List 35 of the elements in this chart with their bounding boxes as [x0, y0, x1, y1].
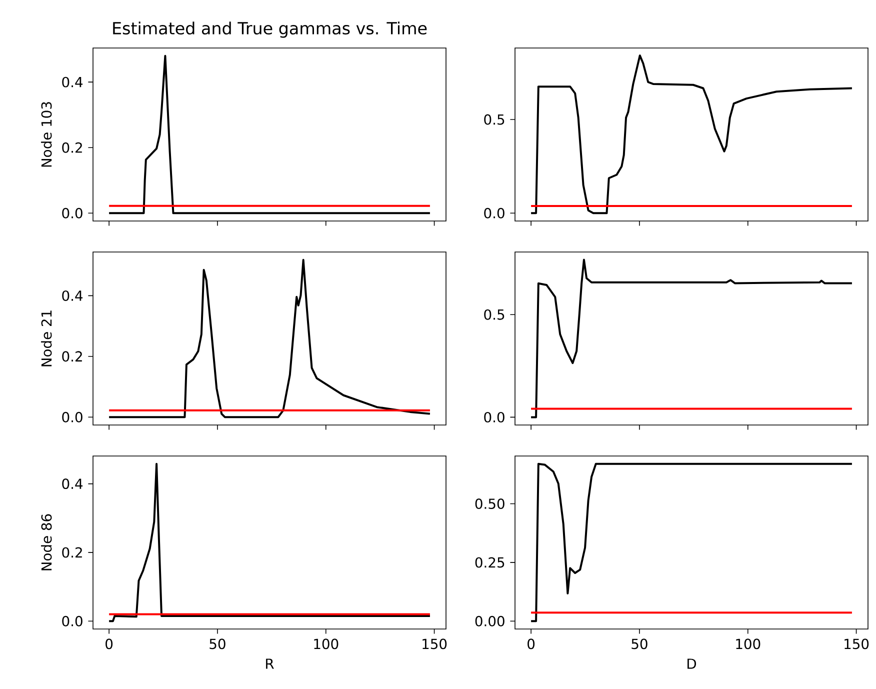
- y-tick-label: 0.0: [484, 412, 504, 422]
- x-tick-label: 150: [422, 638, 447, 650]
- y-tick-label: 0.2: [62, 351, 82, 362]
- y-tick-label: 0.2: [62, 547, 82, 558]
- y-tick-label: 0.25: [475, 557, 504, 568]
- line-series: [108, 462, 431, 622]
- y-tick-label: 0.50: [475, 498, 504, 509]
- y-axis-title: Node 21: [41, 310, 52, 366]
- y-tick-label: 0.4: [62, 76, 83, 88]
- y-tick-label: 0.5: [484, 309, 504, 320]
- y-tick-label: 0.2: [62, 142, 82, 153]
- x-tick-label: 50: [210, 638, 226, 650]
- y-tick-label: 0.0: [484, 208, 504, 218]
- x-tick-label: 0: [528, 638, 535, 650]
- line-series: [108, 258, 431, 418]
- y-axis-title: Node 103: [41, 102, 52, 167]
- line-series: [530, 462, 853, 622]
- x-axis-title: R: [266, 658, 274, 669]
- x-tick-label: 0: [106, 638, 113, 650]
- x-tick-label: 100: [314, 638, 338, 650]
- chart-title: Estimated and True gammas vs. Time: [113, 22, 427, 38]
- line-series: [108, 54, 431, 214]
- y-tick-label: 0.0: [62, 208, 82, 218]
- x-tick-label: 150: [844, 638, 869, 650]
- x-axis-title: D: [688, 658, 696, 669]
- y-tick-label: 0.4: [62, 290, 83, 301]
- y-tick-label: 0.0: [62, 616, 82, 626]
- y-tick-label: 0.5: [484, 114, 504, 125]
- x-tick-label: 50: [632, 638, 648, 650]
- y-tick-label: 0.00: [475, 616, 504, 626]
- y-tick-label: 0.0: [62, 412, 82, 422]
- line-series: [530, 54, 853, 214]
- y-axis-title: Node 86: [41, 514, 52, 570]
- x-tick-label: 100: [736, 638, 760, 650]
- y-tick-label: 0.4: [62, 478, 83, 490]
